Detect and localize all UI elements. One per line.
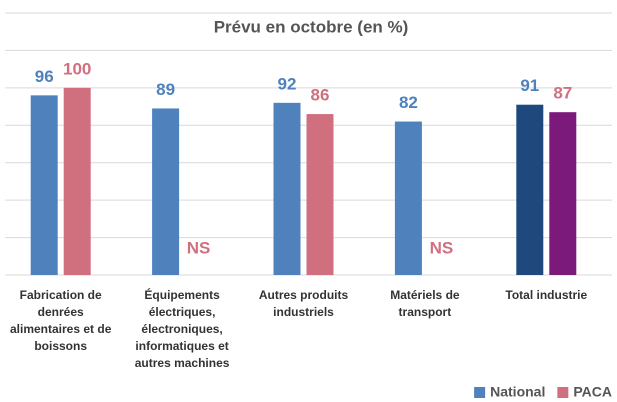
bar [306,114,334,275]
data-label: NS [187,238,211,257]
data-label: 100 [63,59,91,78]
data-label: 91 [520,76,539,95]
data-label: NS [430,238,454,257]
legend-swatch [474,387,486,398]
legend-label: National [490,384,545,400]
data-label: 92 [278,74,297,93]
data-label: 96 [35,67,54,86]
data-label: 87 [553,84,572,103]
bar [30,95,58,275]
bar [394,121,422,276]
legend-swatch [557,387,569,398]
x-tick-label: Équipements électriques, électroniques, … [134,288,230,370]
legend-label: PACA [573,384,612,400]
x-tick-label: Autres produits industriels [258,288,349,319]
bar [63,87,91,275]
bar [152,108,180,275]
data-label: 89 [156,80,175,99]
x-tick-label: Fabrication de denrées alimentaires et d… [9,288,112,353]
data-label: 82 [399,93,418,112]
data-label: 86 [311,86,330,105]
x-tick-label: Matériels de transport [390,288,460,319]
x-tick-label: Total industrie [505,288,588,302]
bar [516,104,544,275]
bar [549,112,577,275]
bar [273,102,301,275]
chart-title: Prévu en octobre (en %) [214,17,409,36]
